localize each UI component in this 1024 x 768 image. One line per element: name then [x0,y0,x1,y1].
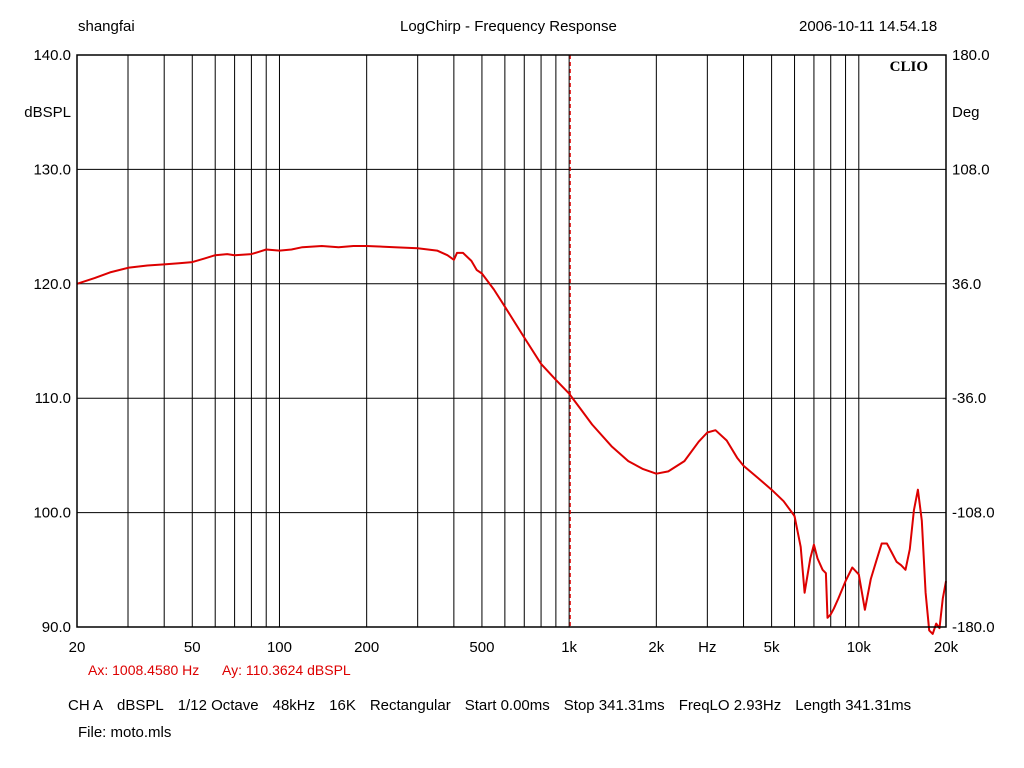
setting-item: 48kHz [272,697,316,714]
y2-tick-label: -36.0 [952,390,986,407]
x-tick-label: 10k [847,639,872,656]
header-user: shangfai [78,18,135,35]
y-tick-label: 130.0 [33,161,71,178]
setting-item: Length 341.31ms [795,697,912,714]
x-tick-label: 100 [267,639,292,656]
tick-labels: 20 50 100 200 500 1k 2k Hz 5k 10k 20k 140.0 130.0 120… [24,47,994,656]
y-axis-label: dBSPL [24,104,71,121]
response-trace [76,245,947,635]
header-datetime: 2006-10-11 14.54.18 [799,18,938,35]
plot-frame [76,54,947,628]
x-tick-label: Hz [698,639,716,656]
grid [77,55,946,627]
y2-tick-label: -108.0 [952,505,995,522]
x-tick-label: 20 [69,639,86,656]
y-tick-label: 140.0 [33,47,71,64]
clio-logo: CLIO [890,59,928,75]
cursor-x-readout: Ax: 1008.4580 Hz [88,662,199,678]
measurement-settings: CH A dBSPL 1/12 Octave 48kHz 16K Rectangular S… [68,697,925,714]
setting-item: Stop 341.31ms [563,697,665,714]
file-name: File: moto.mls [78,724,172,741]
setting-item: FreqLO 2.93Hz [678,697,782,714]
y2-tick-label: -180.0 [952,619,995,636]
setting-item: Start 0.00ms [464,697,550,714]
setting-item: 16K [329,697,356,714]
y-tick-label: 100.0 [33,505,71,522]
y-tick-label: 110.0 [35,390,71,407]
chart-title: LogChirp - Frequency Response [400,18,617,35]
setting-item: Rectangular [369,697,451,714]
y2-tick-label: 108.0 [952,161,990,178]
x-tick-label: 5k [764,639,780,656]
y2-axis-label: Deg [952,104,980,121]
y-tick-label: 90.0 [42,619,71,636]
y2-tick-label: 180.0 [952,47,990,64]
setting-item: 1/12 Octave [177,697,259,714]
y2-tick-label: 36.0 [952,276,981,293]
x-tick-label: 20k [934,639,959,656]
x-tick-label: 2k [648,639,664,656]
x-tick-label: 200 [354,639,379,656]
y-tick-label: 120.0 [33,276,71,293]
trace-layer [76,245,947,635]
setting-item: dBSPL [117,697,164,714]
cursor-y-readout: Ay: 110.3624 dBSPL [222,662,351,678]
x-tick-label: 500 [469,639,494,656]
x-tick-label: 50 [184,639,201,656]
x-tick-label: 1k [561,639,577,656]
setting-item: CH A [68,697,104,714]
